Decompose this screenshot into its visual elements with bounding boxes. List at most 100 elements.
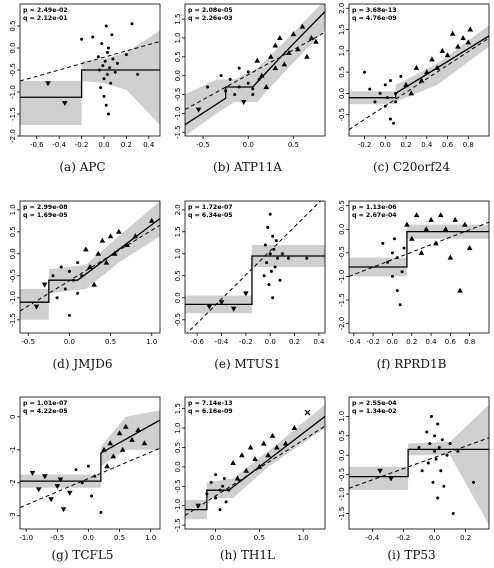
data-point (205, 492, 209, 496)
x-tick-label: 0.0 (243, 141, 254, 149)
data-point (377, 468, 383, 474)
plot-frame (184, 3, 326, 137)
data-point (99, 511, 103, 514)
data-point (425, 430, 429, 434)
data-point (228, 77, 232, 81)
x-tick-label: -0.5 (196, 141, 210, 149)
data-point (456, 449, 460, 453)
data-point (218, 488, 222, 492)
data-point (388, 476, 394, 482)
data-point (102, 77, 106, 81)
data-point (108, 66, 112, 70)
step-fit-line (185, 255, 325, 306)
y-tick-label: -1.0 (174, 499, 182, 513)
confidence-band (349, 25, 489, 105)
data-point (72, 278, 76, 282)
y-tick-label: 1.5 (174, 14, 182, 25)
data-point (418, 77, 425, 83)
y-tick-label: 0.0 (9, 42, 17, 53)
data-point (272, 65, 279, 71)
data-point (91, 281, 97, 287)
step-fit-line (20, 69, 160, 98)
y-tick-label: 0.5 (338, 430, 346, 441)
plot-frame (348, 396, 490, 530)
y-tick-label: -0.5 (9, 63, 17, 77)
data-point (394, 100, 398, 104)
data-point (136, 72, 140, 76)
data-point (286, 50, 292, 56)
data-point (388, 117, 392, 121)
data-point (433, 434, 437, 438)
data-point (234, 475, 241, 481)
step-fit-line (20, 218, 160, 303)
step-fit-line (349, 230, 489, 268)
data-point (102, 94, 106, 98)
data-point (67, 313, 71, 317)
data-point (398, 303, 402, 307)
x-tick-label: 0.0 (83, 534, 94, 542)
panel-d-caption: (d) JMJD6 (52, 357, 113, 371)
data-point (299, 23, 306, 29)
data-point (224, 89, 228, 93)
x-tick-label: -0.2 (239, 338, 253, 346)
data-point (148, 217, 155, 223)
data-point (263, 243, 267, 247)
panel-a-plot: -0.6 -0.4 -0.2 0.0 0.2 0.4 -2.0 -1.5 -1.0 -0.5 0.0… (9, 3, 161, 149)
data-point (224, 500, 228, 504)
y-tick-label: 0.5 (174, 51, 182, 62)
q-value-label: q = 4.22e-05 (23, 408, 68, 415)
data-point (195, 503, 201, 509)
data-point (243, 291, 249, 297)
data-point (263, 83, 270, 89)
data-point (439, 469, 443, 473)
data-point (265, 261, 269, 265)
panel-a-caption: (a) APC (59, 160, 106, 174)
step-fit-line (349, 448, 489, 478)
data-point (103, 259, 110, 265)
y-tick-label: 1.0 (174, 248, 182, 259)
y-tick-label: 1.0 (338, 45, 346, 56)
data-point (399, 74, 403, 78)
plot-frame (184, 200, 326, 334)
linear-fit-dashed (20, 40, 160, 82)
data-point (74, 468, 78, 472)
step-fit-line (185, 415, 325, 511)
data-point (273, 265, 277, 269)
x-tick-label: -0.4 (52, 141, 66, 149)
data-point (271, 234, 275, 238)
data-point (106, 46, 110, 50)
data-point (129, 436, 135, 442)
x-tick-label: 0.0 (265, 338, 276, 346)
confidence-band (20, 201, 160, 320)
y-tick-label: 1.5 (338, 24, 346, 35)
panel-h-caption: (h) TH1L (220, 548, 275, 562)
x-tick-label: -0.4 (365, 534, 379, 542)
data-point (451, 511, 455, 515)
data-point (54, 484, 61, 490)
data-point (434, 64, 440, 70)
data-point (243, 467, 250, 473)
y-tick-label: -1.5 (174, 125, 182, 139)
data-point (466, 245, 473, 251)
data-point (304, 409, 311, 416)
x-tick-label: -1.0 (19, 534, 33, 542)
data-point (107, 440, 114, 446)
y-tick-label: 0.0 (338, 88, 346, 99)
data-point (448, 442, 452, 446)
data-point (100, 42, 104, 46)
data-point (124, 242, 130, 247)
data-point (63, 287, 67, 291)
data-point (395, 289, 399, 293)
data-point (111, 57, 115, 61)
data-point (290, 31, 297, 37)
data-point (251, 87, 255, 91)
y-tick-label: 0.5 (174, 270, 182, 281)
x-tick-label: 1.0 (146, 338, 157, 346)
x-tick-label: 0.0 (64, 338, 75, 346)
data-point (260, 440, 267, 446)
x-tick-label: 0.0 (429, 534, 440, 542)
data-point (455, 43, 461, 49)
q-value-label: q = 4.76e-09 (352, 15, 397, 22)
x-tick-label: 0.2 (121, 141, 132, 149)
